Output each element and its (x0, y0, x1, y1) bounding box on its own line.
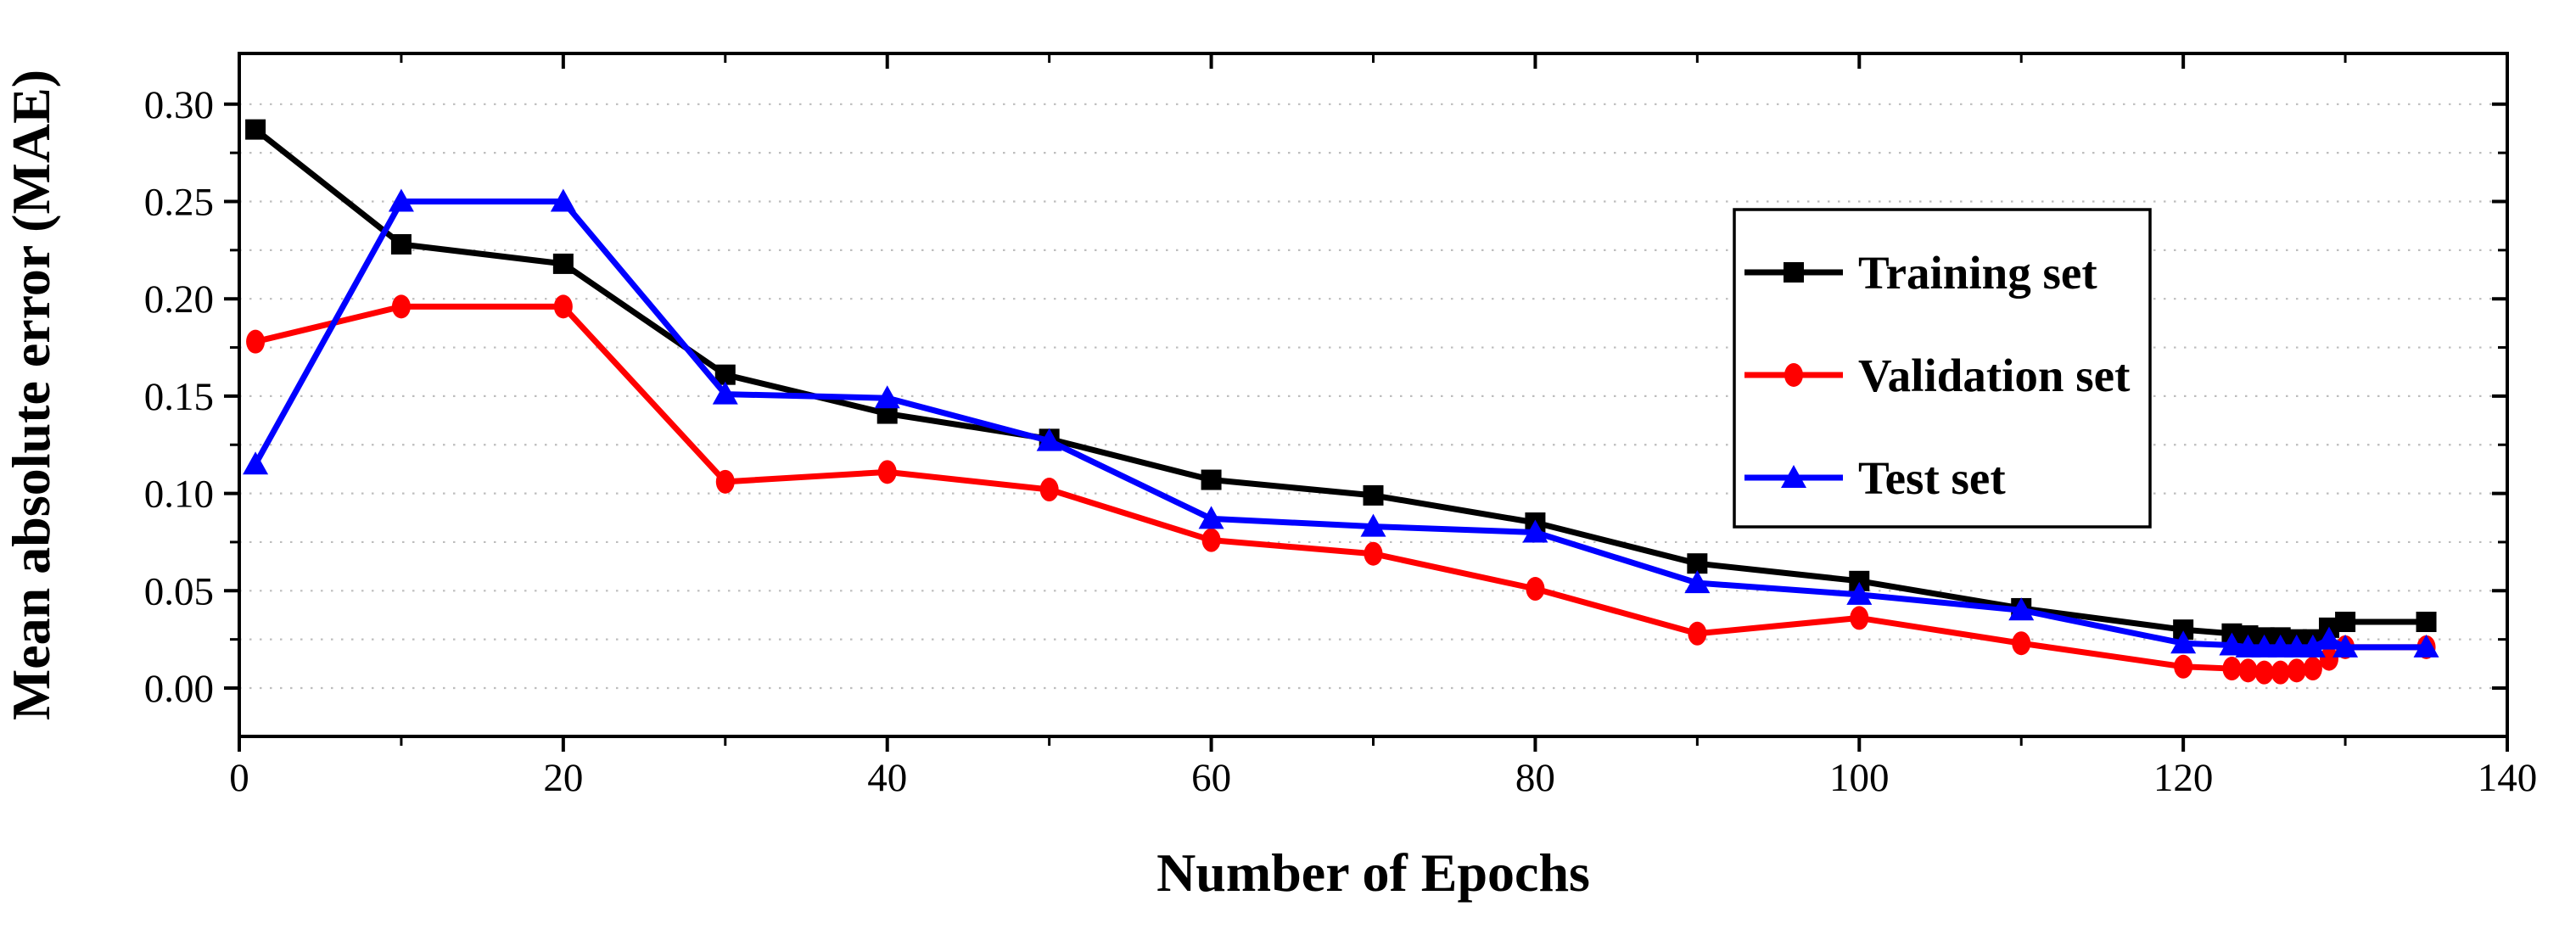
legend-label-test: Test set (1858, 452, 2006, 504)
legend-label-validation: Validation set (1858, 350, 2131, 401)
x-tick-label: 80 (1515, 756, 1555, 800)
plot-border (238, 52, 2509, 738)
y-axis-title: Mean absolute error (MAE) (1, 70, 61, 720)
y-tick-label: 0.00 (144, 667, 214, 711)
test-marker (2316, 626, 2342, 650)
training-marker (1363, 484, 1384, 506)
x-tick-label: 40 (867, 756, 907, 800)
test-marker (712, 381, 738, 405)
y-tick-label: 0.10 (144, 473, 214, 517)
x-tick-label: 100 (1829, 756, 1890, 800)
legend-test-marker (1781, 465, 1806, 488)
validation-marker (2222, 657, 2242, 681)
test-marker (550, 188, 576, 212)
test-marker (2008, 597, 2035, 621)
x-tick-label: 60 (1191, 756, 1231, 800)
test-marker (2299, 634, 2326, 658)
test-marker (1684, 570, 1711, 594)
test-marker (2235, 634, 2261, 658)
training-marker (2416, 612, 2437, 633)
test-marker (243, 451, 269, 475)
validation-marker (2254, 660, 2274, 685)
y-tick-label: 0.25 (144, 181, 214, 225)
validation-marker (1201, 528, 1221, 552)
test-marker (2332, 634, 2359, 658)
y-tick-label: 0.20 (144, 277, 214, 322)
x-tick-label: 0 (229, 756, 249, 800)
test-series-line (252, 199, 2430, 651)
y-tick-label: 0.05 (144, 569, 214, 613)
test-marker (1522, 519, 1548, 543)
test-marker (2413, 634, 2439, 658)
validation-marker (1688, 621, 1707, 646)
validation-marker (2238, 658, 2258, 683)
test-marker (1846, 581, 1873, 605)
training-marker (390, 233, 412, 255)
validation-marker (2174, 654, 2193, 679)
validation-marker (1039, 478, 1059, 502)
validation-marker (246, 329, 266, 354)
validation-marker (2287, 658, 2306, 683)
legend-label-training: Training set (1858, 247, 2097, 299)
validation-marker (877, 460, 897, 484)
test-marker (2267, 634, 2293, 658)
test-marker (1198, 506, 1224, 529)
test-marker (388, 188, 414, 212)
validation-marker (1850, 606, 1869, 630)
x-tick-label: 20 (543, 756, 583, 800)
validation-marker (2012, 631, 2031, 656)
validation-marker (1364, 541, 1383, 566)
validation-marker (2271, 660, 2290, 685)
legend-validation-marker (1784, 363, 1803, 387)
test-marker (1036, 428, 1062, 451)
x-axis-title: Number of Epochs (1156, 842, 1590, 903)
training-marker (1201, 469, 1222, 490)
test-marker (874, 385, 900, 409)
x-tick-label: 120 (2153, 756, 2214, 800)
validation-marker (2319, 646, 2338, 671)
validation-marker (2303, 657, 2322, 681)
validation-marker (1526, 577, 1545, 602)
y-tick-label: 0.30 (144, 83, 214, 127)
validation-marker (715, 469, 735, 494)
test-marker (2251, 634, 2277, 658)
test-marker (2283, 634, 2310, 658)
validation-marker (391, 294, 411, 319)
x-tick-label: 140 (2478, 756, 2538, 800)
test-marker (2219, 632, 2245, 656)
test-marker (2170, 630, 2197, 654)
test-marker (1360, 513, 1386, 537)
training-marker (552, 253, 574, 274)
training-marker (2335, 612, 2356, 633)
training-marker (245, 119, 266, 140)
legend-training-marker (1784, 262, 1804, 283)
validation-marker (553, 294, 573, 319)
y-tick-label: 0.15 (144, 375, 214, 419)
